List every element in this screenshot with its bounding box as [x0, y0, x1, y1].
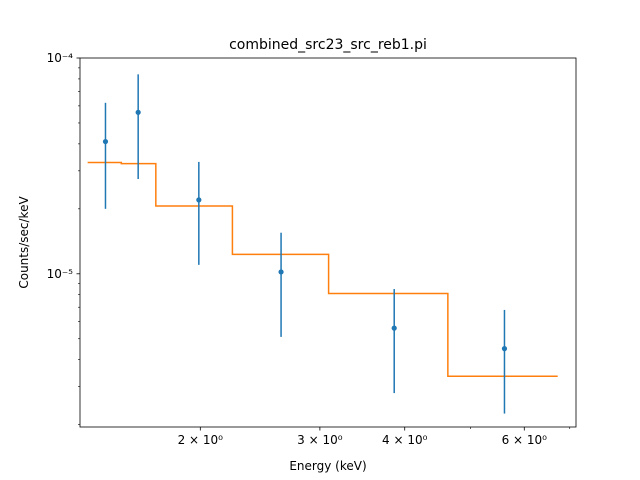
y-tick-label: 10⁻⁵ [47, 267, 74, 281]
data-point [102, 138, 109, 145]
data-point [278, 269, 284, 275]
x-tick-label: 2 × 10⁰ [178, 433, 224, 447]
data-point [501, 346, 508, 352]
plot-layer: 2 × 10⁰ 3 × 10⁰ 4 × 10⁰ 6 × 10⁰ 10⁻⁵ 10⁻⁴ [47, 51, 571, 447]
data-point [135, 109, 141, 115]
x-tick-label: 6 × 10⁰ [502, 433, 548, 447]
y-tick-label: 10⁻⁴ [47, 51, 74, 65]
y-axis-label: Counts/sec/keV [17, 196, 31, 289]
model-step-line [87, 161, 558, 378]
x-axis-label: Energy (keV) [289, 459, 366, 473]
chart-title: combined_src23_src_reb1.pi [229, 37, 427, 53]
x-tick-label: 3 × 10⁰ [297, 433, 343, 447]
data-point [391, 325, 397, 331]
x-tick-label: 4 × 10⁰ [382, 433, 428, 447]
data-point [196, 197, 202, 203]
plot-frame [79, 57, 577, 428]
